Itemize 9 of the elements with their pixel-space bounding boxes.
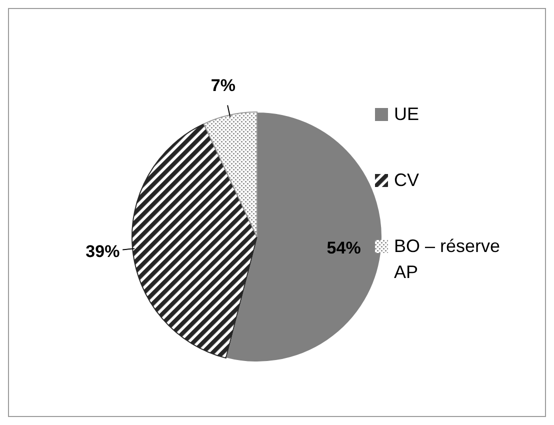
data-label: 54%: [326, 238, 361, 258]
data-label: 7%: [210, 76, 236, 96]
legend-label: CV: [394, 168, 420, 192]
legend-label: BO – réserve AP: [394, 234, 502, 284]
data-label: 39%: [86, 242, 120, 262]
pie-slice: [132, 123, 258, 359]
pie-slice: [203, 112, 258, 238]
pie-slice: [225, 112, 382, 362]
legend-label: UE: [394, 102, 420, 126]
